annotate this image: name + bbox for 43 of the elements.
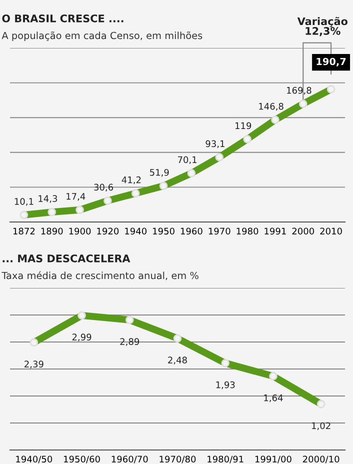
data-label: 169,8 bbox=[287, 86, 312, 95]
chart-title: ... MAS DESCACELERA bbox=[2, 254, 130, 262]
data-label: 14,3 bbox=[38, 195, 58, 203]
data-label: 51,9 bbox=[150, 168, 169, 177]
x-tick-label: 1970/80 bbox=[160, 456, 196, 464]
data-label: 10,1 bbox=[14, 198, 34, 206]
text: Variação 12,3% bbox=[297, 16, 348, 36]
x-tick-label: 1940/50 bbox=[16, 456, 52, 464]
x-tick-label: 1991 bbox=[264, 228, 286, 235]
data-label: 2,89 bbox=[120, 338, 140, 346]
x-tick-label: 1890 bbox=[41, 228, 63, 235]
data-label: 17,4 bbox=[66, 193, 86, 201]
x-tick-label: 1950/60 bbox=[64, 456, 100, 464]
x-tick-label: 2000/10 bbox=[302, 456, 340, 464]
data-label: 146,8 bbox=[259, 102, 284, 111]
x-tick-label: 1980/91 bbox=[208, 456, 244, 464]
data-label: 2,39 bbox=[24, 360, 44, 368]
data-label: 190,7 bbox=[316, 58, 346, 66]
data-label: 2,48 bbox=[168, 356, 187, 364]
data-label: 2,99 bbox=[72, 334, 92, 342]
x-tick-label: 1960/70 bbox=[112, 456, 148, 464]
chart-subtitle: A população em cada Censo, em milhões bbox=[2, 31, 202, 42]
data-label: 1,64 bbox=[264, 394, 283, 402]
x-tick-label: 2010 bbox=[320, 228, 342, 235]
data-label: 119 bbox=[236, 122, 252, 130]
x-tick-label: 1950 bbox=[153, 228, 174, 235]
data-label: 1,02 bbox=[312, 422, 330, 430]
data-label: 70,1 bbox=[178, 156, 197, 164]
data-label: 41,2 bbox=[122, 176, 141, 184]
chart-subtitle: Taxa média de crescimento anual, em % bbox=[2, 271, 198, 280]
x-tick-label: 1900 bbox=[69, 228, 91, 235]
data-label: 30,6 bbox=[94, 184, 114, 192]
x-tick-label: 2000 bbox=[292, 228, 314, 235]
x-tick-label: 1872 bbox=[13, 228, 35, 235]
data-label: 93,1 bbox=[206, 140, 224, 148]
x-tick-label: 1991/00 bbox=[255, 456, 292, 464]
x-tick-label: 1940 bbox=[125, 228, 147, 235]
chart-title: O BRASIL CRESCE .... bbox=[2, 14, 124, 22]
data-label: 1,93 bbox=[216, 381, 235, 390]
x-tick-label: 1970 bbox=[208, 228, 230, 235]
x-tick-label: 1920 bbox=[97, 228, 119, 235]
x-tick-label: 1960 bbox=[180, 228, 202, 235]
x-tick-label: 1980 bbox=[236, 228, 258, 235]
